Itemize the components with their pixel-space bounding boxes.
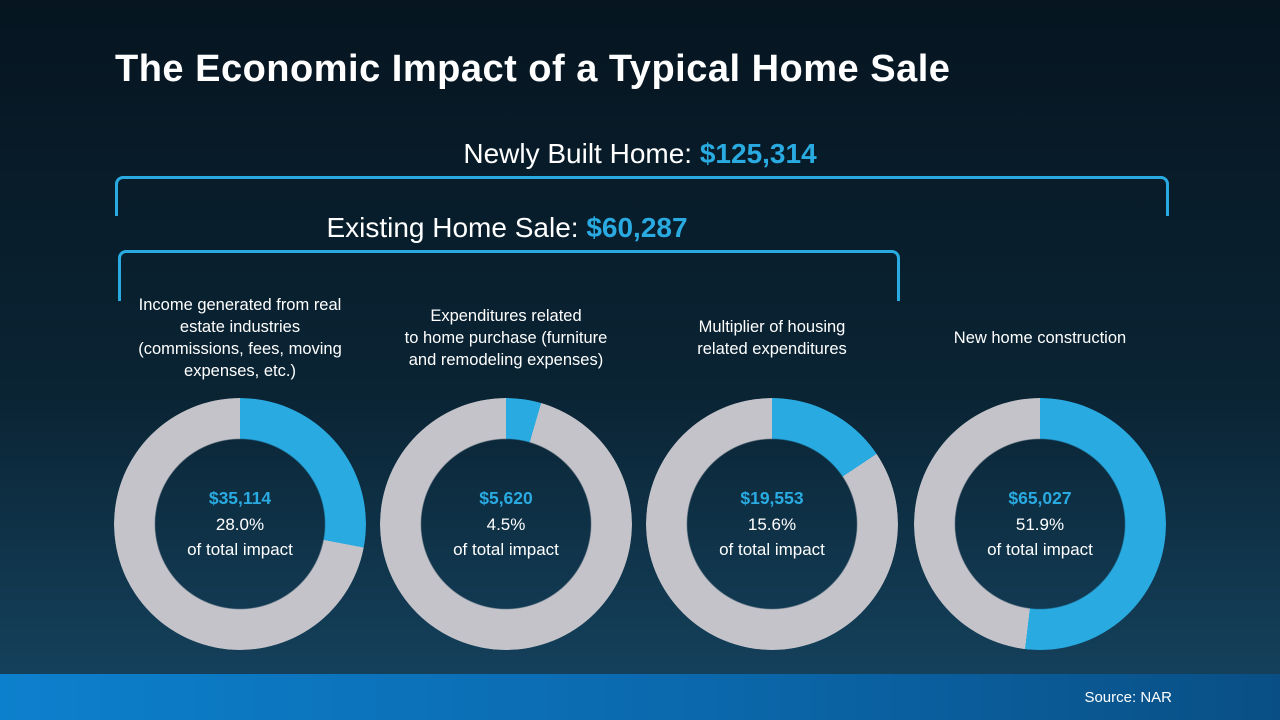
chart-title: New home construction <box>953 329 1127 348</box>
donut-ring <box>380 398 632 650</box>
chart-title: Multiplier of housing related expenditur… <box>697 318 847 358</box>
newly-built-home-label: Newly Built Home: <box>463 138 700 169</box>
newly-built-home-bracket <box>115 176 1169 216</box>
chart-percent: 28.0% <box>215 514 265 534</box>
source-credit: Source: NAR <box>1084 688 1172 706</box>
existing-home-sale-amount: $60,287 <box>586 212 688 243</box>
chart-column-new-construction: New home construction $65,027 51.9% of t… <box>910 288 1170 650</box>
chart-caption: of total impact <box>719 540 825 560</box>
chart-column-expenditures: Expenditures related to home purchase (f… <box>376 288 636 650</box>
donut-center-text: $5,620 4.5% of total impact <box>380 398 632 650</box>
newly-built-home-line: Newly Built Home: $125,314 <box>115 138 1165 170</box>
newly-built-home-amount: $125,314 <box>699 138 817 169</box>
chart-column-multiplier: Multiplier of housing related expenditur… <box>642 288 902 650</box>
footer-bar: Source: NAR <box>0 674 1280 720</box>
donut-chart-new-construction: $65,027 51.9% of total impact <box>914 398 1166 650</box>
chart-percent: 51.9% <box>1015 514 1065 534</box>
chart-amount: $35,114 <box>208 488 272 509</box>
chart-column-income: Income generated from real estate indust… <box>110 288 370 650</box>
chart-title: Expenditures related to home purchase (f… <box>404 307 608 369</box>
donut-chart-expenditures: $5,620 4.5% of total impact <box>380 398 632 650</box>
chart-amount: $5,620 <box>479 488 533 509</box>
chart-amount: $65,027 <box>1008 488 1072 509</box>
chart-amount: $19,553 <box>740 488 804 509</box>
existing-home-sale-line: Existing Home Sale: $60,287 <box>118 212 896 244</box>
donut-center-text: $35,114 28.0% of total impact <box>114 398 366 650</box>
chart-percent: 15.6% <box>747 514 797 534</box>
chart-caption: of total impact <box>453 540 559 560</box>
existing-home-sale-bracket <box>118 250 900 301</box>
donut-ring <box>914 398 1166 650</box>
chart-caption: of total impact <box>187 540 293 560</box>
page-title: The Economic Impact of a Typical Home Sa… <box>115 48 951 90</box>
donut-center-text: $19,553 15.6% of total impact <box>646 398 898 650</box>
donut-chart-multiplier: $19,553 15.6% of total impact <box>646 398 898 650</box>
donut-ring <box>646 398 898 650</box>
donut-ring <box>114 398 366 650</box>
donut-center-text: $65,027 51.9% of total impact <box>914 398 1166 650</box>
donut-chart-income: $35,114 28.0% of total impact <box>114 398 366 650</box>
chart-percent: 4.5% <box>486 514 526 534</box>
existing-home-sale-label: Existing Home Sale: <box>326 212 587 243</box>
chart-caption: of total impact <box>987 540 1093 560</box>
chart-title: Income generated from real estate indust… <box>138 296 342 380</box>
